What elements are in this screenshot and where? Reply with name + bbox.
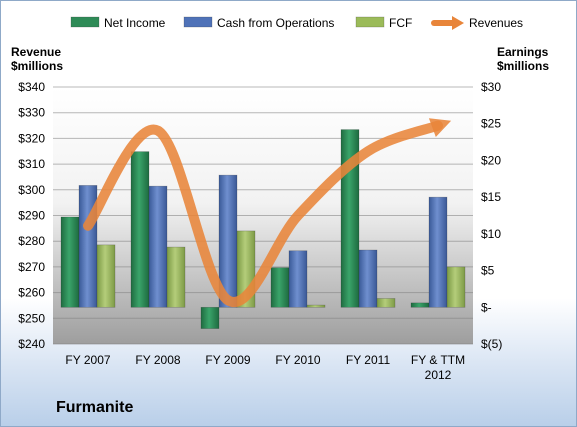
left-tick-label: $310	[18, 157, 45, 171]
right-axis-title: $millions	[497, 59, 549, 73]
x-tick-label: FY 2009	[205, 353, 250, 367]
right-tick-label: $30	[481, 80, 501, 94]
left-axis-title: $millions	[11, 59, 63, 73]
bar	[148, 185, 168, 308]
right-tick-label: $10	[481, 227, 501, 241]
legend-label: FCF	[389, 16, 412, 30]
company-name: Furmanite	[56, 399, 134, 416]
bar	[410, 302, 430, 308]
legend-swatch	[183, 16, 213, 28]
revenues-line	[83, 120, 443, 307]
right-tick-label: $15	[481, 190, 501, 204]
x-tick-label: FY 2011	[346, 353, 391, 367]
left-tick-label: $240	[18, 337, 45, 351]
bar	[96, 244, 116, 308]
bar	[78, 185, 98, 308]
x-tick-label: FY & TTM	[411, 353, 465, 367]
x-tick-label: FY 2010	[275, 353, 320, 367]
bar	[200, 306, 220, 329]
right-tick-label: $-	[481, 300, 492, 314]
bar	[428, 196, 448, 308]
left-tick-label: $280	[18, 234, 45, 248]
legend-swatch	[355, 16, 385, 28]
right-tick-label: $25	[481, 117, 501, 131]
legend-label: Revenues	[469, 16, 523, 30]
revenues-arrowhead	[428, 118, 452, 138]
left-tick-label: $270	[18, 260, 45, 274]
x-tick-label: FY 2007	[65, 353, 110, 367]
left-tick-label: $260	[18, 286, 45, 300]
left-axis-title: Revenue	[11, 45, 61, 59]
bar	[306, 304, 326, 308]
legend-arrowhead	[452, 16, 464, 30]
legend-label: Net Income	[104, 16, 166, 30]
left-tick-label: $290	[18, 209, 45, 223]
legend-swatch	[70, 16, 100, 28]
left-tick-label: $300	[18, 183, 45, 197]
bar	[130, 151, 150, 308]
left-tick-label: $330	[18, 106, 45, 120]
right-axis-title: Earnings	[497, 45, 549, 59]
x-tick-label: FY 2008	[135, 353, 180, 367]
bar	[60, 216, 80, 308]
bar	[376, 298, 396, 308]
left-tick-label: $250	[18, 311, 45, 325]
left-tick-label: $320	[18, 131, 45, 145]
legend-label: Cash from Operations	[217, 16, 334, 30]
bar	[270, 267, 290, 308]
bar	[446, 266, 466, 308]
bar	[166, 246, 186, 308]
bar	[358, 249, 378, 308]
bar	[288, 250, 308, 308]
right-tick-label: $5	[481, 264, 495, 278]
left-tick-label: $340	[18, 80, 45, 94]
x-tick-label: 2012	[425, 368, 452, 382]
right-tick-label: $(5)	[481, 337, 502, 351]
right-tick-label: $20	[481, 153, 501, 167]
